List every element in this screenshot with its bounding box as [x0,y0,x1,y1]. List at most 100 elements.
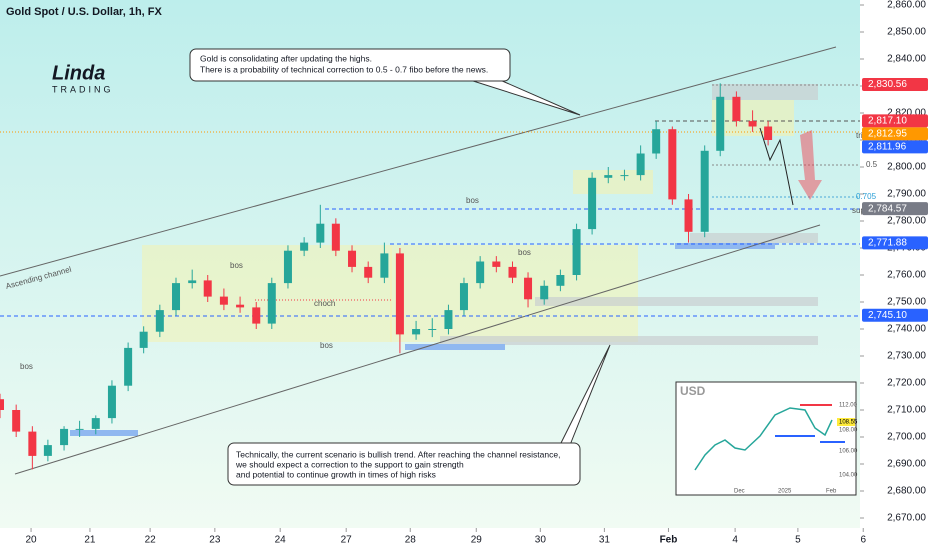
x-tick-label: 4 [732,535,738,546]
candle-body [155,310,164,332]
x-tick-label: Feb [660,535,678,546]
annotation: and potential to continue growth in time… [236,469,436,479]
candle-body [380,253,389,278]
candle-body [556,275,565,286]
x-tick-label: 22 [145,535,157,546]
price-label-bg [862,236,928,250]
price-label: 2,817.10 [868,115,907,126]
candle-body [0,399,4,410]
inset-y-label: 108.00 [839,428,858,434]
annotation: Gold is consolidating after updating the… [200,53,372,63]
annotation: we should expect a correction to the sup… [235,459,464,469]
x-tick-label: 27 [341,535,353,546]
inset-y-label: 104.00 [839,473,858,479]
candle-body [524,277,533,300]
y-tick-label: 2,740.00 [887,324,926,335]
callouts [189,48,611,486]
candle-body [348,250,357,267]
candle-body [91,418,100,429]
zone-label: bos [20,362,33,371]
price-label-bg [862,202,928,216]
x-tick-label: 29 [471,535,483,546]
x-tick-label: 30 [535,535,547,546]
candle-body [572,229,581,275]
x-tick-label: 21 [84,535,96,546]
candle-body [716,96,725,151]
candle-body [636,153,645,176]
y-tick-label: 2,780.00 [887,216,926,227]
candle-body [604,175,613,178]
y-tick-label: 2,800.00 [887,162,926,173]
candle-body [652,129,661,154]
x-tick-label: 24 [275,535,287,546]
zone-label: bos [320,341,333,350]
inset [675,381,857,496]
x-tick-label: 6 [860,535,866,546]
x-tick-label: 20 [25,535,37,546]
y-tick-label: 2,760.00 [887,270,926,281]
y-tick-label: 2,750.00 [887,297,926,308]
inset-title: USD [680,384,706,398]
candle-body [316,223,325,243]
candle-body [107,385,116,419]
price-label: 2,745.10 [868,310,907,321]
candle-body [732,96,741,122]
candle-body [364,266,373,278]
channel [0,46,837,475]
candle-body [476,261,485,284]
price-axis [860,0,932,550]
candle-body [172,283,181,311]
y-tick-label: 2,820.00 [887,108,926,119]
inset-x-label: Feb [826,489,837,495]
candle-body [300,242,309,251]
level-name: 0.5 [866,160,878,169]
inset-y-label: 106.00 [839,449,858,455]
candle-body [12,410,21,432]
x-tick-label: 23 [209,535,221,546]
price-label: 2,812.95 [868,128,907,139]
price-label: 2,811.96 [868,141,907,152]
inset-y-label: 108.55 [839,420,858,426]
time-axis [0,528,860,550]
candle-body [459,283,468,311]
y-tick-label: 2,700.00 [887,432,926,443]
zone-label: bos [230,261,243,270]
candle-body [267,283,276,324]
candle-body [668,129,677,200]
candle-body [75,428,84,430]
logo-sub: TRADING [52,84,114,94]
candle-body [395,253,404,335]
price-label: 2,830.56 [868,79,907,90]
candle-body [124,347,133,386]
price-label-bg [862,77,928,91]
inset-x-label: 2025 [778,489,792,495]
candle-body [700,150,709,232]
candle-body [620,175,629,177]
price-label: 2,784.57 [868,203,907,214]
logo: Linda [52,62,105,84]
y-tick-label: 2,840.00 [887,54,926,65]
annotation: Technically, the current scenario is bul… [236,449,560,459]
zones [70,84,818,436]
x-tick-label: 28 [405,535,417,546]
candle-body [43,445,52,456]
x-tick-label: 31 [599,535,611,546]
candle-body [492,261,501,267]
y-tick-label: 2,790.00 [887,189,926,200]
candle-body [203,280,212,297]
price-label-bg [862,114,928,128]
y-tick-label: 2,710.00 [887,405,926,416]
y-tick-label: 2,670.00 [887,513,926,524]
candle-body [588,177,597,230]
y-tick-label: 2,860.00 [887,0,926,11]
candle-body [540,285,549,300]
price-label: 2,771.88 [868,238,907,249]
candle-body [331,223,340,251]
inset-y-label: 112.00 [839,403,858,409]
forecast [759,127,822,206]
candle-body [139,331,148,348]
level-name: 0.705 [856,192,877,201]
y-tick-label: 2,680.00 [887,486,926,497]
inset-x-label: Dec [734,489,745,495]
